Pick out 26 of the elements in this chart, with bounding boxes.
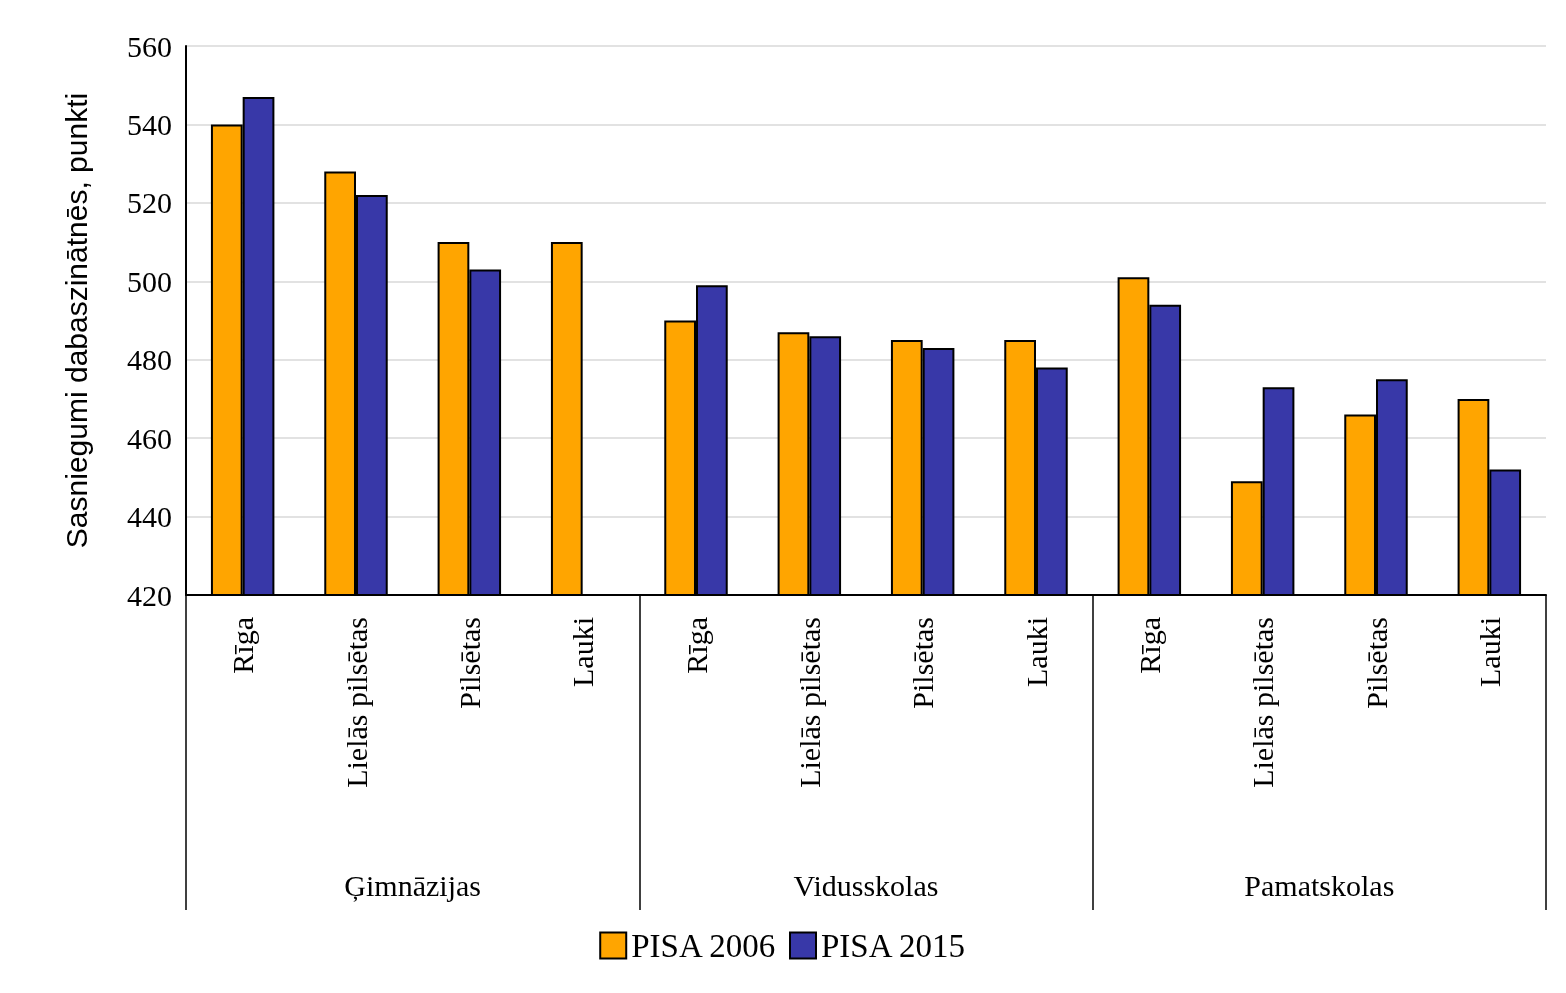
- y-tick-label: 480: [127, 343, 172, 377]
- x-tick-label: Rīga: [679, 617, 713, 674]
- x-tick-label: Rīga: [1132, 617, 1166, 674]
- y-tick-label: 540: [127, 107, 172, 141]
- legend-label: PISA 2006: [631, 927, 776, 964]
- y-tick-label: 500: [127, 264, 172, 298]
- x-tick-label: Lauki: [566, 617, 600, 687]
- text: Ģimnāzijas: [344, 868, 481, 902]
- y-tick-label: 560: [127, 29, 172, 63]
- y-tick-label: 440: [127, 500, 172, 534]
- x-tick-label: Lauki: [1472, 617, 1506, 687]
- y-axis-title: Sasniegumi dabaszinātnēs, punkti: [59, 92, 93, 549]
- x-tick-label: Lielās pilsētas: [339, 617, 373, 788]
- x-tick-label: Pilsētas: [906, 617, 940, 709]
- x-tick-label: Pilsētas: [1359, 617, 1393, 709]
- text: Vidusskolas: [793, 868, 939, 902]
- y-tick-label: 420: [127, 578, 172, 612]
- x-tick-label: Lielās pilsētas: [1246, 617, 1280, 788]
- text: Pamatskolas: [1244, 868, 1395, 902]
- legend-label: PISA 2015: [821, 927, 965, 964]
- x-tick-label: Pilsētas: [452, 617, 486, 709]
- y-tick-label: 520: [127, 186, 172, 220]
- x-tick-label: Lauki: [1019, 617, 1053, 687]
- x-tick-label: Lielās pilsētas: [792, 617, 826, 788]
- y-tick-label: 460: [127, 421, 172, 455]
- x-tick-label: Rīga: [226, 617, 260, 674]
